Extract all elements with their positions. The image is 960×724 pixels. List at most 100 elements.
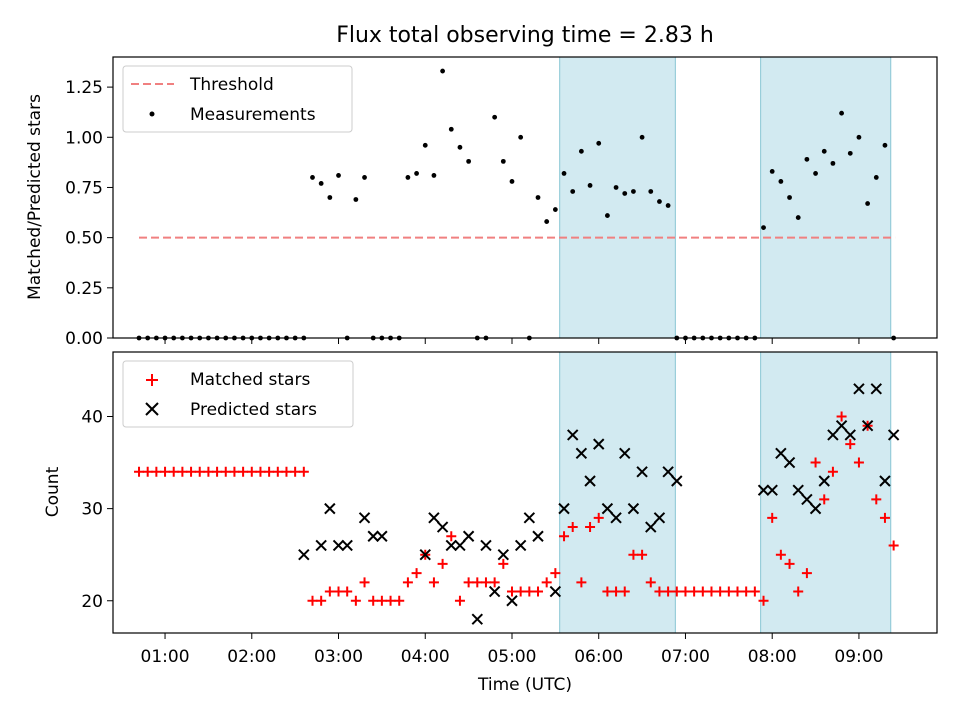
matched-stars-point xyxy=(298,466,309,477)
observing-intervals xyxy=(559,56,892,339)
predicted-stars-point xyxy=(575,447,588,460)
measurement-point xyxy=(596,140,602,146)
y-tick-label: 1.25 xyxy=(65,78,103,98)
matched-stars-point xyxy=(602,586,613,597)
matched-stars-point xyxy=(611,586,622,597)
measurement-point xyxy=(882,142,888,148)
panel-count-frame xyxy=(112,351,938,634)
y-tick-label: 0.25 xyxy=(65,279,103,299)
measurement-point xyxy=(622,191,628,196)
measurement-point xyxy=(631,189,636,194)
matched-stars-point xyxy=(203,466,214,477)
matched-stars-point xyxy=(428,577,439,588)
matched-stars-point xyxy=(689,586,700,597)
matched-stars-point xyxy=(541,577,552,588)
matched-stars-point xyxy=(324,586,335,597)
x-tick-label: 05:00 xyxy=(487,647,536,667)
legend-ratio: Threshold Measurements xyxy=(122,65,353,133)
observing-interval-band xyxy=(559,351,676,634)
measurement-point xyxy=(839,110,844,116)
matched-stars-point xyxy=(585,522,596,533)
measurement-point xyxy=(500,158,506,164)
predicted-stars-point xyxy=(566,429,579,441)
matched-stars-point xyxy=(836,411,847,422)
matched-stars-point xyxy=(853,457,864,468)
matched-stars-point xyxy=(186,466,197,477)
predicted-stars-point xyxy=(835,419,848,432)
matched-stars-point xyxy=(697,586,708,597)
predicted-stars-point xyxy=(315,539,327,552)
predicted-stars-point xyxy=(549,585,562,598)
measurement-point xyxy=(639,134,645,140)
predicted-stars-point xyxy=(653,512,666,524)
matched-stars-point xyxy=(437,558,448,569)
matched-stars-point xyxy=(758,595,769,606)
matched-stars-point xyxy=(272,466,283,477)
predicted-stars-point xyxy=(506,595,518,607)
matched-stars-point xyxy=(879,512,890,523)
predicted-stars-point xyxy=(332,539,345,552)
panel-count: 20 30 40 Count Matched stars Predicted sta… xyxy=(43,351,938,639)
measurement-point xyxy=(578,148,584,154)
matched-stars-point xyxy=(177,466,188,477)
predicted-stars-point xyxy=(324,502,336,515)
legend-measurements-label: Measurements xyxy=(190,105,316,125)
matched-stars-point xyxy=(524,586,535,597)
matched-stars-point xyxy=(411,568,422,579)
matched-stars-point xyxy=(480,577,491,588)
matched-stars-point xyxy=(168,466,179,477)
predicted-stars-point xyxy=(445,539,457,552)
predicted-stars-point xyxy=(593,438,605,450)
measurement-point xyxy=(422,142,428,148)
predicted-stars-point xyxy=(636,466,648,478)
matched-stars-point xyxy=(654,586,665,597)
matched-stars-point xyxy=(706,586,717,597)
predicted-stars-point xyxy=(610,512,622,524)
x-tick-label: 09:00 xyxy=(834,647,883,667)
predicted-stars-point xyxy=(887,429,900,441)
measurement-point xyxy=(336,173,341,178)
measurement-point xyxy=(865,201,871,206)
legend-predicted-label: Predicted stars xyxy=(190,400,317,420)
predicted-stars-point xyxy=(376,530,388,542)
measurement-point xyxy=(605,213,610,218)
matched-stars-point xyxy=(671,586,682,597)
predicted-stars-point xyxy=(523,512,536,524)
measurement-point xyxy=(795,215,801,220)
predicted-stars-point xyxy=(454,539,466,552)
y-tick-label: 40 xyxy=(81,407,103,427)
observing-intervals xyxy=(559,351,892,634)
matched-stars-point xyxy=(506,586,517,597)
predicted-stars-point xyxy=(480,539,492,552)
x-tick-label: 08:00 xyxy=(748,647,797,667)
predicted-stars-point xyxy=(844,429,856,441)
predicted-stars-point xyxy=(497,548,510,561)
y-tick-label: 1.00 xyxy=(65,128,103,148)
measurement-point xyxy=(570,189,576,194)
matched-stars-point xyxy=(559,531,570,542)
panel-ratio-ticks: 0.00 0.25 0.50 0.75 1.00 1.25 xyxy=(65,78,860,349)
measurement-point xyxy=(657,199,662,204)
matched-stars-point xyxy=(394,595,405,606)
matched-stars-point xyxy=(134,466,145,477)
predicted-stars-point xyxy=(514,539,527,552)
legend-predicted-swatch xyxy=(145,402,159,416)
measurement-point xyxy=(873,175,879,180)
measurement-point xyxy=(509,179,515,184)
y-tick-label: 20 xyxy=(81,592,103,612)
predicted-stars-point xyxy=(584,475,596,487)
measurement-point xyxy=(847,150,853,156)
measurement-point xyxy=(318,181,324,186)
matched-stars-point xyxy=(246,466,257,477)
measurement-point xyxy=(457,144,463,150)
measurement-point xyxy=(327,195,333,200)
predicted-stars-point xyxy=(645,521,657,533)
measurement-point xyxy=(804,156,810,162)
panel-count-ticks: 20 30 40 xyxy=(81,407,860,639)
predicted-stars-point xyxy=(488,585,501,598)
matched-stars-point xyxy=(871,494,882,505)
matched-stars-point xyxy=(281,466,292,477)
predicted-stars-point xyxy=(367,530,379,542)
predicted-stars-point xyxy=(671,475,683,487)
measurement-point xyxy=(856,134,862,140)
